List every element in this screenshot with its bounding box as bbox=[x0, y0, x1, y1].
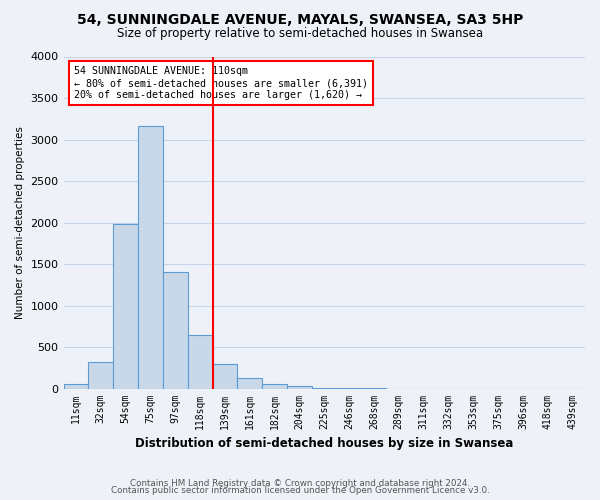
Bar bbox=[262, 384, 287, 388]
Bar bbox=[212, 364, 238, 388]
Y-axis label: Number of semi-detached properties: Number of semi-detached properties bbox=[15, 126, 25, 319]
Text: Contains public sector information licensed under the Open Government Licence v3: Contains public sector information licen… bbox=[110, 486, 490, 495]
Bar bbox=[88, 362, 113, 388]
Bar bbox=[188, 336, 212, 388]
Text: Contains HM Land Registry data © Crown copyright and database right 2024.: Contains HM Land Registry data © Crown c… bbox=[130, 478, 470, 488]
X-axis label: Distribution of semi-detached houses by size in Swansea: Distribution of semi-detached houses by … bbox=[135, 437, 514, 450]
Text: Size of property relative to semi-detached houses in Swansea: Size of property relative to semi-detach… bbox=[117, 28, 483, 40]
Bar bbox=[238, 378, 262, 388]
Bar bbox=[163, 272, 188, 388]
Bar bbox=[138, 126, 163, 388]
Bar bbox=[113, 224, 138, 388]
Text: 54 SUNNINGDALE AVENUE: 110sqm
← 80% of semi-detached houses are smaller (6,391)
: 54 SUNNINGDALE AVENUE: 110sqm ← 80% of s… bbox=[74, 66, 368, 100]
Bar bbox=[287, 386, 312, 388]
Bar bbox=[64, 384, 88, 388]
Text: 54, SUNNINGDALE AVENUE, MAYALS, SWANSEA, SA3 5HP: 54, SUNNINGDALE AVENUE, MAYALS, SWANSEA,… bbox=[77, 12, 523, 26]
